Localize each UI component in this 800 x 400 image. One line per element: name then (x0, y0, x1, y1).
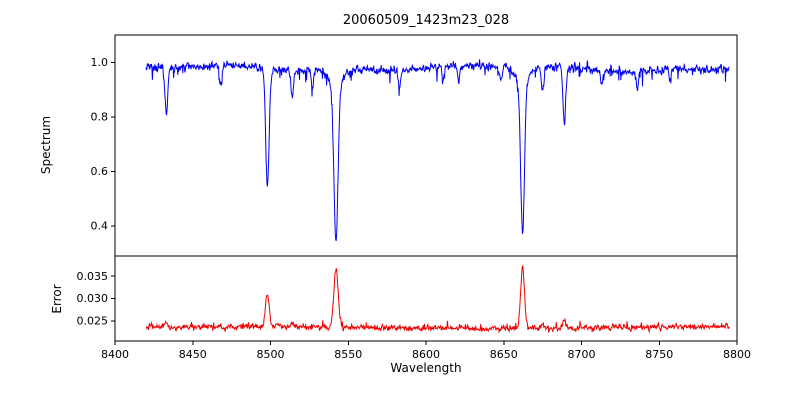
x-tick-label: 8650 (490, 348, 518, 361)
x-tick-label: 8400 (101, 348, 129, 361)
x-tick-label: 8550 (334, 348, 362, 361)
x-tick-label: 8800 (723, 348, 751, 361)
x-tick-label: 8700 (568, 348, 596, 361)
x-tick-label: 8750 (645, 348, 673, 361)
spectrum-y-tick-label: 0.6 (91, 165, 109, 178)
error-line (145, 265, 730, 334)
spectrum-line (145, 59, 730, 242)
error-y-tick-label: 0.035 (77, 270, 109, 283)
error-y-tick-label: 0.030 (77, 292, 109, 305)
spectrum-y-tick-label: 0.4 (91, 220, 109, 233)
spectrum-y-tick-label: 0.8 (91, 111, 109, 124)
plot-title: 20060509_1423m23_028 (342, 13, 510, 28)
error-y-tick-label: 0.025 (77, 315, 109, 328)
x-tick-label: 8500 (257, 348, 285, 361)
x-axis-label: Wavelength (390, 361, 462, 375)
spectrum-y-tick-label: 1.0 (91, 56, 109, 69)
x-tick-label: 8600 (412, 348, 440, 361)
x-tick-label: 8450 (179, 348, 207, 361)
